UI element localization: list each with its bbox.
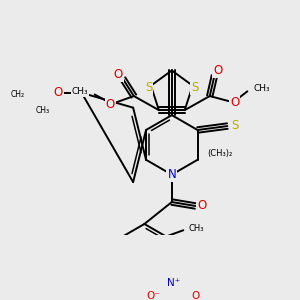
Text: CH₃: CH₃ (72, 87, 88, 96)
Text: CH₃: CH₃ (188, 224, 203, 233)
Text: O: O (106, 98, 115, 111)
Text: S: S (232, 119, 239, 132)
Text: O: O (230, 96, 239, 109)
Text: O: O (114, 68, 123, 81)
Text: O⁻: O⁻ (146, 291, 160, 300)
Text: S: S (145, 81, 152, 94)
Text: O: O (197, 200, 206, 212)
Text: CH₂: CH₂ (11, 90, 25, 99)
Text: N: N (167, 168, 176, 181)
Text: O: O (213, 64, 222, 77)
Text: N⁺: N⁺ (167, 278, 181, 289)
Text: O: O (53, 86, 63, 99)
Text: (CH₃)₂: (CH₃)₂ (207, 149, 232, 158)
Text: O: O (192, 291, 200, 300)
Text: CH₃: CH₃ (35, 106, 50, 115)
Text: CH₃: CH₃ (254, 84, 270, 93)
Text: S: S (191, 81, 199, 94)
